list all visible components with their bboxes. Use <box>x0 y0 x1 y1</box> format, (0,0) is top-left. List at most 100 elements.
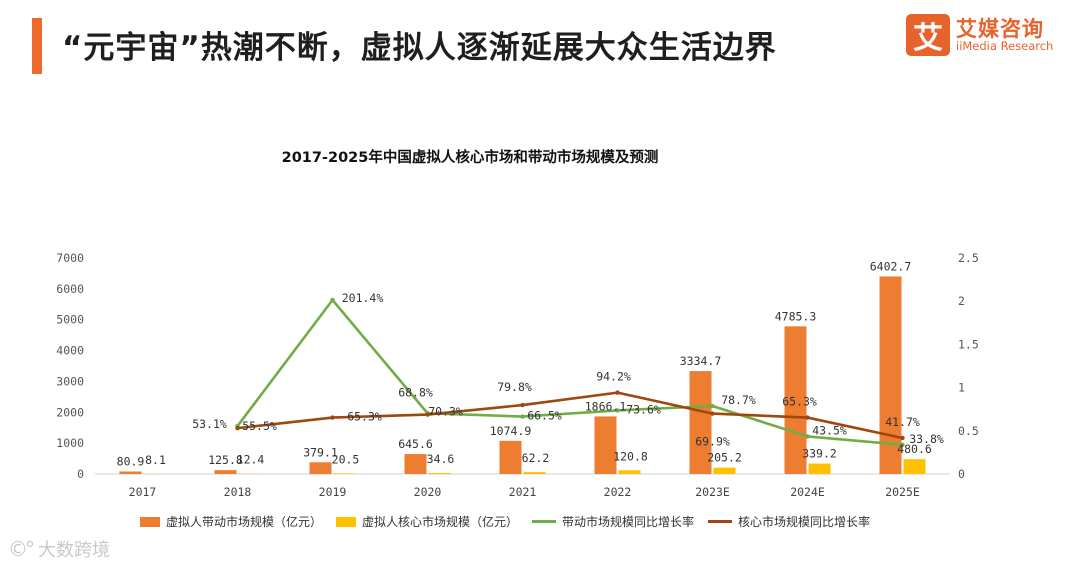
data-label-core-growth: 94.2% <box>596 370 631 384</box>
line-core-growth-point <box>520 402 525 408</box>
y-left-tick-label: 1000 <box>56 436 84 450</box>
data-label-core-market: 120.8 <box>613 449 648 463</box>
y-right-tick-label: 1 <box>958 381 965 395</box>
bar-core-market <box>618 470 641 474</box>
legend-swatch <box>532 520 557 523</box>
title-accent-bar <box>32 18 42 74</box>
legend-label: 虚拟人核心市场规模（亿元） <box>362 515 519 529</box>
y-left-tick-label: 2000 <box>56 405 84 419</box>
line-core-growth-point <box>805 415 810 420</box>
data-label-driven-growth: 78.7% <box>721 393 756 407</box>
line-driven-growth <box>236 298 903 447</box>
data-label-driven-market: 1074.9 <box>490 424 532 438</box>
line-core-growth-point <box>425 412 430 417</box>
x-tick-label: 2023E <box>695 485 730 499</box>
legend-item-driven-growth: 带动市场规模同比增长率 <box>532 513 694 530</box>
y-right-tick-label: 0.5 <box>958 424 979 438</box>
bar-driven-market <box>689 371 712 474</box>
legend-label: 虚拟人带动市场规模（亿元） <box>166 515 323 529</box>
data-label-driven-market: 4785.3 <box>775 309 817 323</box>
line-driven-growth-point <box>805 434 810 439</box>
logo-name-en: iiMedia Research <box>956 38 1054 53</box>
data-label-driven-market: 3334.7 <box>680 354 722 368</box>
y-left-tick-label: 3000 <box>56 374 84 388</box>
brand-logo: 艾 艾媒咨询 iiMedia Research <box>906 14 1053 56</box>
line-core-growth-point <box>900 435 905 441</box>
bar-core-market <box>903 459 926 474</box>
bar-driven-market <box>499 440 522 474</box>
x-tick-label: 2017 <box>129 485 157 499</box>
bar-driven-market <box>119 471 142 474</box>
line-core-growth-point <box>330 415 335 420</box>
data-label-core-growth: 53.1% <box>192 417 227 431</box>
bar-driven-market <box>214 470 237 474</box>
y-left-tick-label: 7000 <box>56 251 84 265</box>
bar-core-market <box>428 472 451 474</box>
x-tick-label: 2018 <box>224 485 252 499</box>
line-core-growth-point <box>235 425 240 431</box>
bar-driven-market <box>594 416 617 474</box>
watermark-text: 大数跨境 <box>38 540 110 561</box>
data-label-driven-growth: 73.6% <box>626 402 661 416</box>
y-left-tick-label: 5000 <box>56 313 84 327</box>
x-tick-label: 2020 <box>414 485 442 499</box>
data-label-driven-growth: 70.3% <box>428 404 463 418</box>
line-core-growth <box>237 391 903 440</box>
line-core-growth-point <box>615 390 620 395</box>
y-left-tick-label: 6000 <box>56 282 84 296</box>
data-label-driven-growth: 43.5% <box>812 423 847 437</box>
bar-core-market <box>808 463 831 474</box>
legend-swatch <box>336 516 357 527</box>
bar-driven-market <box>784 326 807 474</box>
data-label-core-market: 8.1 <box>145 453 166 467</box>
data-label-core-market: 12.4 <box>237 453 265 467</box>
data-label-driven-market: 379.1 <box>303 445 338 459</box>
legend-item-driven-market: 虚拟人带动市场规模（亿元） <box>140 513 322 530</box>
data-label-core-growth: 65.3% <box>782 395 817 409</box>
bar-driven-market <box>309 462 332 474</box>
data-label-core-market: 20.5 <box>332 452 360 466</box>
x-tick-label: 2024E <box>790 485 825 499</box>
data-label-core-market: 62.2 <box>522 451 550 465</box>
data-label-core-growth: 68.8% <box>398 386 433 400</box>
watermark-icon: ©° <box>8 537 35 561</box>
logo-mark: 艾 <box>906 14 950 56</box>
data-label-core-growth: 65.3% <box>347 410 382 424</box>
line-driven-growth-point <box>520 414 525 419</box>
line-driven-growth-point <box>615 408 620 413</box>
y-left-tick-label: 0 <box>77 467 84 481</box>
legend-item-core-growth: 核心市场规模同比增长率 <box>708 513 870 530</box>
legend-swatch <box>708 520 733 523</box>
data-label-driven-market: 80.9 <box>117 455 145 469</box>
data-label-core-growth: 69.9% <box>695 435 730 449</box>
data-label-core-growth: 41.7% <box>885 415 920 429</box>
legend-swatch <box>140 516 160 527</box>
watermark: ©° 大数跨境 <box>8 536 110 562</box>
legend-item-core-market: 虚拟人核心市场规模（亿元） <box>336 513 518 530</box>
data-label-core-market: 205.2 <box>707 451 742 465</box>
data-label-driven-growth: 66.5% <box>527 409 562 423</box>
data-label-core-growth: 79.8% <box>497 380 532 394</box>
data-label-driven-market: 1866.1 <box>585 399 627 413</box>
y-right-tick-label: 0 <box>958 467 965 481</box>
chart-title: 2017-2025年中国虚拟人核心市场和带动市场规模及预测 <box>281 150 659 166</box>
data-label-driven-growth: 55.5% <box>242 419 277 433</box>
legend-label: 带动市场规模同比增长率 <box>562 515 695 529</box>
bar-core-market <box>713 467 736 474</box>
bar-core-market <box>523 472 546 474</box>
line-driven-growth-point <box>900 442 905 447</box>
bar-driven-market <box>879 276 902 474</box>
bar-driven-market <box>404 454 427 474</box>
y-right-tick-label: 2.5 <box>958 251 979 265</box>
bar-core-market <box>333 473 356 474</box>
x-tick-label: 2021 <box>509 485 537 499</box>
data-label-driven-growth: 33.8% <box>909 432 944 446</box>
y-left-tick-label: 4000 <box>56 344 84 358</box>
data-label-core-market: 339.2 <box>802 447 837 461</box>
x-tick-label: 2019 <box>319 485 347 499</box>
line-driven-growth-point <box>710 403 715 409</box>
page-title: “元宇宙”热潮不断，虚拟人逐渐延展大众生活边界 <box>62 30 777 66</box>
y-right-tick-label: 2 <box>958 294 965 308</box>
data-label-core-market: 480.6 <box>897 442 932 456</box>
